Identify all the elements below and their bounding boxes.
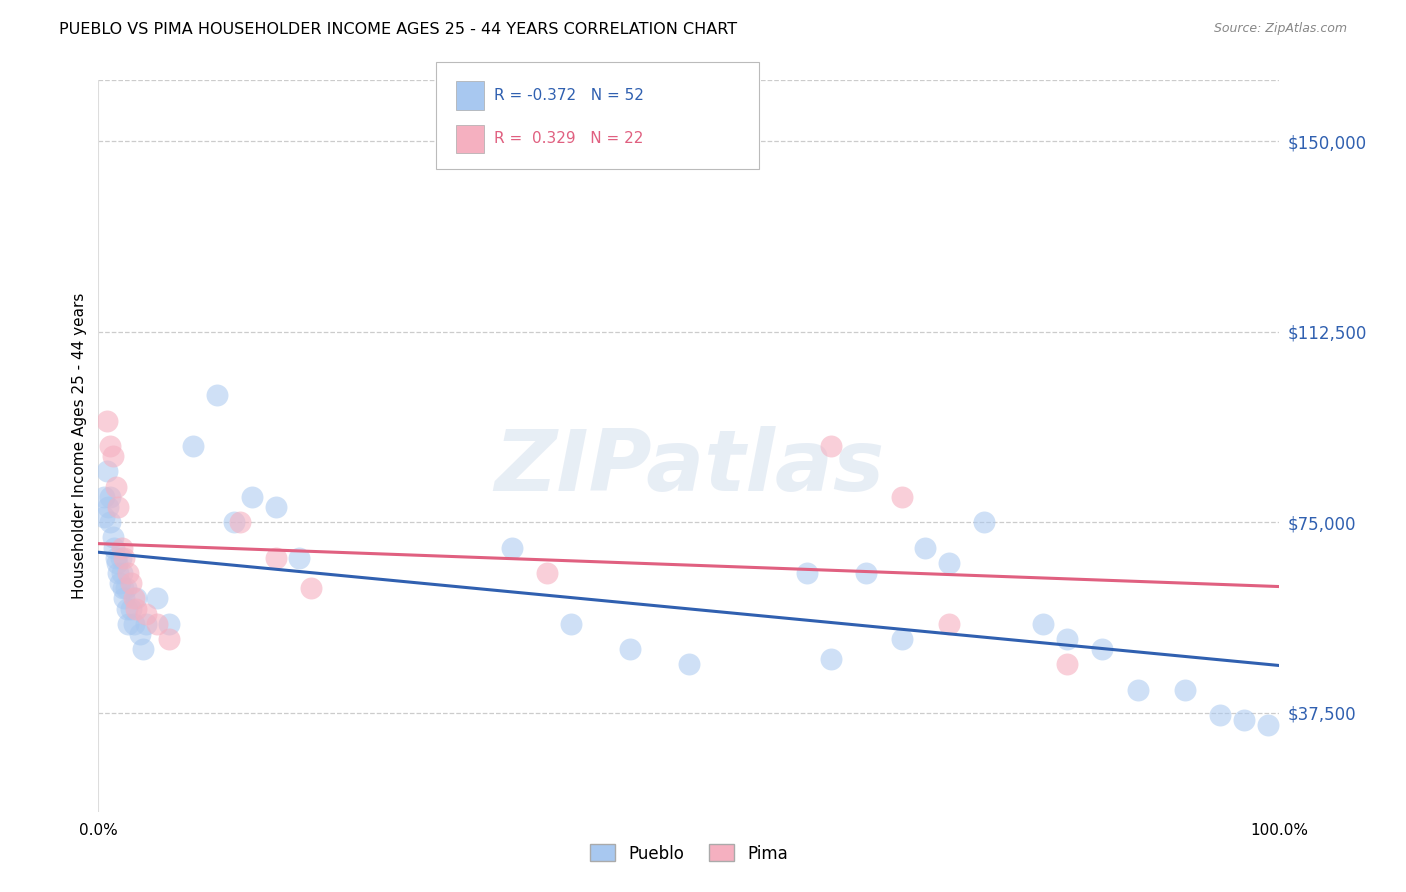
Point [855,566,877,580]
Point [820,652,842,666]
Point [1233,714,1256,728]
Point [117,616,139,631]
Point [125,601,148,615]
Point [96,464,118,478]
Point [105,556,128,570]
Point [1056,657,1078,672]
Point [121,576,143,591]
Legend: Pueblo, Pima: Pueblo, Pima [583,838,794,869]
Point [112,581,135,595]
Point [101,449,124,463]
Point [264,550,287,565]
Point [973,515,995,529]
Point [536,566,558,580]
Text: R = -0.372   N = 52: R = -0.372 N = 52 [494,88,644,103]
Point [560,616,582,631]
Point [108,576,131,591]
Point [264,500,287,514]
Point [117,566,139,580]
Point [122,616,145,631]
Point [97,500,120,514]
Point [135,607,157,621]
Text: Source: ZipAtlas.com: Source: ZipAtlas.com [1213,22,1347,36]
Point [111,566,134,580]
Point [96,414,118,428]
Point [1209,708,1232,723]
Point [299,581,322,595]
Point [1032,616,1054,631]
Point [796,566,818,580]
Point [1257,718,1279,732]
Point [1091,642,1114,657]
Text: ZIPatlas: ZIPatlas [494,426,884,509]
Point [115,601,138,615]
Point [157,632,180,646]
Point [146,616,169,631]
Point [98,490,121,504]
Point [110,550,132,565]
Point [103,541,125,555]
Point [114,581,136,595]
Point [101,530,124,544]
Point [122,591,145,606]
Text: R =  0.329   N = 22: R = 0.329 N = 22 [494,131,643,146]
Point [229,515,252,529]
Point [820,439,842,453]
Point [121,601,143,615]
Point [914,541,936,555]
Text: PUEBLO VS PIMA HOUSEHOLDER INCOME AGES 25 - 44 YEARS CORRELATION CHART: PUEBLO VS PIMA HOUSEHOLDER INCOME AGES 2… [59,22,737,37]
Point [146,591,169,606]
Point [112,550,135,565]
Y-axis label: Householder Income Ages 25 - 44 years: Householder Income Ages 25 - 44 years [72,293,87,599]
Point [501,541,523,555]
Point [98,439,121,453]
Point [132,642,155,657]
Point [1126,682,1149,697]
Point [111,541,134,555]
Point [135,616,157,631]
Point [1174,682,1197,697]
Point [890,490,912,504]
Point [678,657,700,672]
Point [890,632,912,646]
Point [105,480,128,494]
Point [157,616,180,631]
Point [107,566,129,580]
Point [938,616,960,631]
Point [224,515,246,529]
Point [105,550,128,565]
Point [107,500,129,514]
Point [240,490,263,504]
Point [112,591,135,606]
Point [938,556,960,570]
Point [1056,632,1078,646]
Point [125,591,148,606]
Point [288,550,311,565]
Point [181,439,204,453]
Point [98,515,121,529]
Point [619,642,641,657]
Point [93,490,115,504]
Point [93,510,115,524]
Point [205,388,228,402]
Point [128,627,150,641]
